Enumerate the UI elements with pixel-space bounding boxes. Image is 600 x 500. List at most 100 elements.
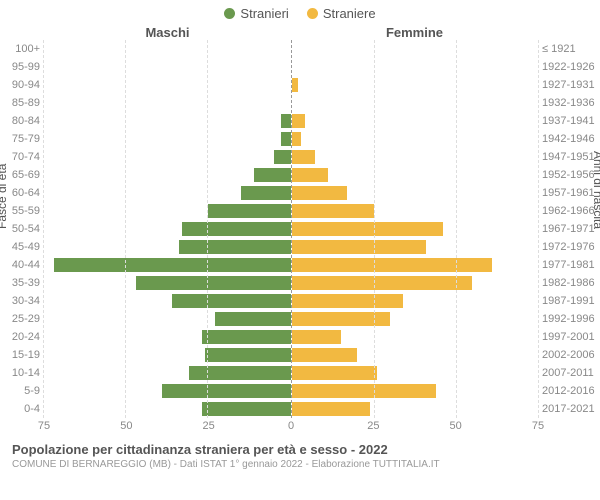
bar-row bbox=[44, 202, 291, 220]
bar-male bbox=[202, 330, 291, 344]
bar-row bbox=[44, 274, 291, 292]
legend-swatch-male bbox=[224, 8, 235, 19]
x-tick: 25 bbox=[367, 420, 379, 432]
bar-row bbox=[292, 364, 539, 382]
age-labels-column: 100+95-9990-9485-8980-8475-7970-7465-696… bbox=[0, 40, 44, 418]
bar-female bbox=[292, 384, 437, 398]
bar-male bbox=[179, 240, 291, 254]
footer-subtitle: COMUNE DI BERNAREGGIO (MB) - Dati ISTAT … bbox=[12, 459, 588, 470]
bar-male bbox=[162, 384, 290, 398]
footer-title: Popolazione per cittadinanza straniera p… bbox=[12, 442, 588, 457]
birth-label: 1972-1976 bbox=[538, 238, 600, 256]
legend: Stranieri Straniere bbox=[0, 0, 600, 25]
birth-label: 1992-1996 bbox=[538, 310, 600, 328]
birth-label: 1937-1941 bbox=[538, 112, 600, 130]
birth-label: 2007-2011 bbox=[538, 364, 600, 382]
x-tick: 75 bbox=[38, 420, 50, 432]
bar-row bbox=[292, 346, 539, 364]
bar-female bbox=[292, 276, 473, 290]
bar-male bbox=[274, 150, 290, 164]
bar-row bbox=[292, 292, 539, 310]
legend-item-female: Straniere bbox=[307, 6, 376, 21]
bar-row bbox=[44, 400, 291, 418]
bar-male bbox=[254, 168, 290, 182]
bar-female bbox=[292, 348, 358, 362]
age-label: 80-84 bbox=[0, 112, 44, 130]
age-label: 100+ bbox=[0, 40, 44, 58]
bar-row bbox=[292, 400, 539, 418]
bar-row bbox=[292, 274, 539, 292]
birth-label: 1987-1991 bbox=[538, 292, 600, 310]
bar-row bbox=[44, 112, 291, 130]
bar-female bbox=[292, 258, 492, 272]
x-tick: 75 bbox=[532, 420, 544, 432]
bar-row bbox=[292, 148, 539, 166]
age-label: 45-49 bbox=[0, 238, 44, 256]
birth-label: 2012-2016 bbox=[538, 382, 600, 400]
bar-row bbox=[292, 310, 539, 328]
bar-row bbox=[44, 58, 291, 76]
bar-row bbox=[44, 382, 291, 400]
age-label: 0-4 bbox=[0, 400, 44, 418]
birth-label: ≤ 1921 bbox=[538, 40, 600, 58]
bar-male bbox=[281, 132, 291, 146]
pyramid-chart: Fasce di età Anni di nascita 100+95-9990… bbox=[0, 40, 600, 418]
age-label: 5-9 bbox=[0, 382, 44, 400]
bar-row bbox=[44, 40, 291, 58]
birth-label: 1927-1931 bbox=[538, 76, 600, 94]
bar-female bbox=[292, 222, 443, 236]
legend-label-male: Stranieri bbox=[240, 6, 288, 21]
bar-row bbox=[292, 40, 539, 58]
birth-label: 1922-1926 bbox=[538, 58, 600, 76]
birth-label: 1932-1936 bbox=[538, 94, 600, 112]
column-headers: Maschi Femmine bbox=[0, 25, 600, 40]
bar-row bbox=[292, 220, 539, 238]
bar-female bbox=[292, 168, 328, 182]
bar-row bbox=[292, 382, 539, 400]
age-label: 25-29 bbox=[0, 310, 44, 328]
birth-label: 1982-1986 bbox=[538, 274, 600, 292]
bar-male bbox=[54, 258, 291, 272]
bar-row bbox=[292, 328, 539, 346]
bar-male bbox=[241, 186, 290, 200]
bar-male bbox=[281, 114, 291, 128]
age-label: 20-24 bbox=[0, 328, 44, 346]
bar-row bbox=[44, 166, 291, 184]
bar-row bbox=[44, 364, 291, 382]
bar-row bbox=[44, 238, 291, 256]
bar-female bbox=[292, 402, 371, 416]
bar-row bbox=[44, 94, 291, 112]
x-axis-right: 255075 bbox=[291, 420, 538, 434]
age-label: 95-99 bbox=[0, 58, 44, 76]
legend-item-male: Stranieri bbox=[224, 6, 288, 21]
bar-male bbox=[208, 204, 290, 218]
bar-row bbox=[292, 166, 539, 184]
bar-row bbox=[292, 238, 539, 256]
bar-male bbox=[202, 402, 291, 416]
header-female: Femmine bbox=[291, 25, 538, 40]
bar-row bbox=[292, 256, 539, 274]
birth-label: 1997-2001 bbox=[538, 328, 600, 346]
birth-label: 2002-2006 bbox=[538, 346, 600, 364]
bar-female bbox=[292, 150, 315, 164]
age-label: 85-89 bbox=[0, 94, 44, 112]
birth-labels-column: ≤ 19211922-19261927-19311932-19361937-19… bbox=[538, 40, 600, 418]
age-label: 75-79 bbox=[0, 130, 44, 148]
age-label: 30-34 bbox=[0, 292, 44, 310]
age-label: 10-14 bbox=[0, 364, 44, 382]
bar-row bbox=[292, 76, 539, 94]
bar-row bbox=[44, 310, 291, 328]
legend-label-female: Straniere bbox=[323, 6, 376, 21]
header-male: Maschi bbox=[44, 25, 291, 40]
bar-female bbox=[292, 366, 377, 380]
bar-female bbox=[292, 78, 299, 92]
bar-row bbox=[44, 148, 291, 166]
bar-male bbox=[205, 348, 290, 362]
bar-male bbox=[172, 294, 290, 308]
bar-row bbox=[44, 184, 291, 202]
bar-row bbox=[292, 130, 539, 148]
legend-swatch-female bbox=[307, 8, 318, 19]
bar-male bbox=[136, 276, 290, 290]
bar-row bbox=[44, 346, 291, 364]
bar-female bbox=[292, 240, 427, 254]
